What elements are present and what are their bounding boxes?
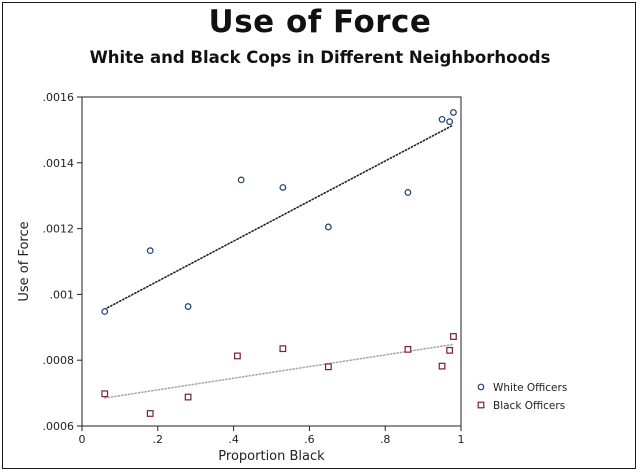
data-point-white-officers [404, 189, 412, 196]
data-point-black-officers [446, 346, 454, 354]
data-point-white-officers [446, 118, 454, 126]
y-tick-label: .001 [50, 288, 75, 301]
data-point-white-officers [438, 115, 446, 123]
fit-line-series-0 [103, 124, 455, 311]
x-tick-label: .4 [228, 433, 239, 446]
data-point-black-officers [233, 352, 241, 360]
fit-lines [103, 124, 455, 399]
legend-marker-square [477, 401, 485, 409]
x-tick-label: .8 [380, 433, 391, 446]
y-axis-label: Use of Force [17, 221, 32, 301]
y-tick-label: .0006 [43, 420, 75, 433]
data-point-white-officers [324, 223, 332, 231]
y-tick-label: .0014 [43, 157, 75, 170]
data-point-white-officers [146, 247, 154, 255]
chart-subtitle: White and Black Cops in Different Neighb… [89, 48, 551, 67]
data-point-white-officers [184, 303, 192, 310]
x-tick-label: .2 [153, 433, 164, 446]
data-point-white-officers [237, 176, 245, 184]
y-tick-label: .0012 [43, 223, 75, 236]
data-point-white-officers [450, 109, 457, 116]
plot-area-border [81, 96, 462, 427]
y-tick-label: .0008 [43, 354, 75, 367]
data-point-black-officers [324, 363, 332, 371]
data-point-black-officers [438, 362, 446, 370]
data-point-black-officers [101, 390, 109, 398]
image-frame [2, 2, 636, 469]
data-point-black-officers [184, 393, 192, 401]
data-point-black-officers [146, 410, 154, 417]
y-tick-label: .0016 [43, 91, 75, 104]
x-axis-label: Proportion Black [218, 449, 325, 464]
fit-line-series-1 [103, 343, 455, 399]
chart-title: Use of Force [208, 4, 432, 40]
legend-label: White Officers [493, 382, 567, 394]
axes: 0 .2 .4 .6 .8 1 .0006 .0008 .001 .0012 .0014 .0016 P… [17, 91, 465, 464]
x-tick-label: 1 [458, 433, 465, 446]
data-point-black-officers [404, 345, 412, 353]
data-point-black-officers [279, 345, 287, 353]
legend-marker-circle [477, 383, 485, 391]
x-tick-label: .6 [304, 433, 315, 446]
data-point-white-officers [101, 308, 109, 315]
data-point-white-officers [279, 184, 287, 191]
legend: White Officers Black Officers [477, 382, 567, 412]
data-points [101, 109, 457, 417]
data-point-black-officers [450, 333, 457, 340]
x-tick-label: 0 [79, 433, 86, 446]
legend-label: Black Officers [493, 400, 565, 412]
